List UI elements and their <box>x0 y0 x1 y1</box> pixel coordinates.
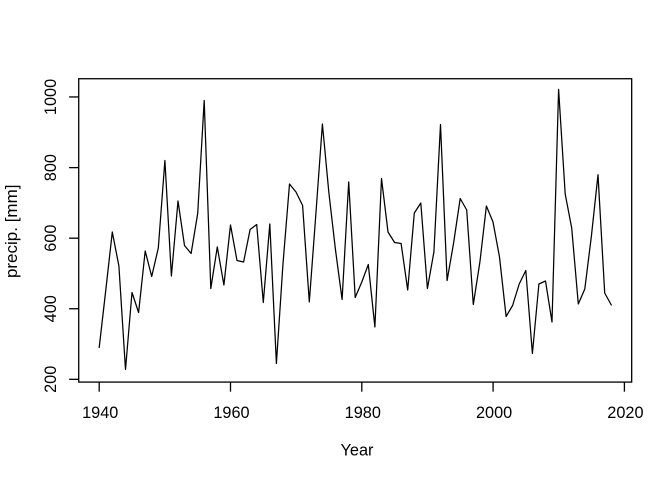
svg-text:precip. [mm]: precip. [mm] <box>2 185 21 279</box>
svg-text:1960: 1960 <box>213 404 249 422</box>
svg-text:400: 400 <box>42 295 60 322</box>
svg-text:200: 200 <box>42 366 60 393</box>
svg-text:1000: 1000 <box>42 79 60 115</box>
svg-text:1940: 1940 <box>82 404 118 422</box>
svg-text:Year: Year <box>341 442 374 460</box>
svg-text:1980: 1980 <box>345 404 381 422</box>
svg-text:600: 600 <box>42 225 60 252</box>
svg-text:2020: 2020 <box>607 404 643 422</box>
svg-text:2000: 2000 <box>476 404 512 422</box>
svg-text:800: 800 <box>42 154 60 181</box>
